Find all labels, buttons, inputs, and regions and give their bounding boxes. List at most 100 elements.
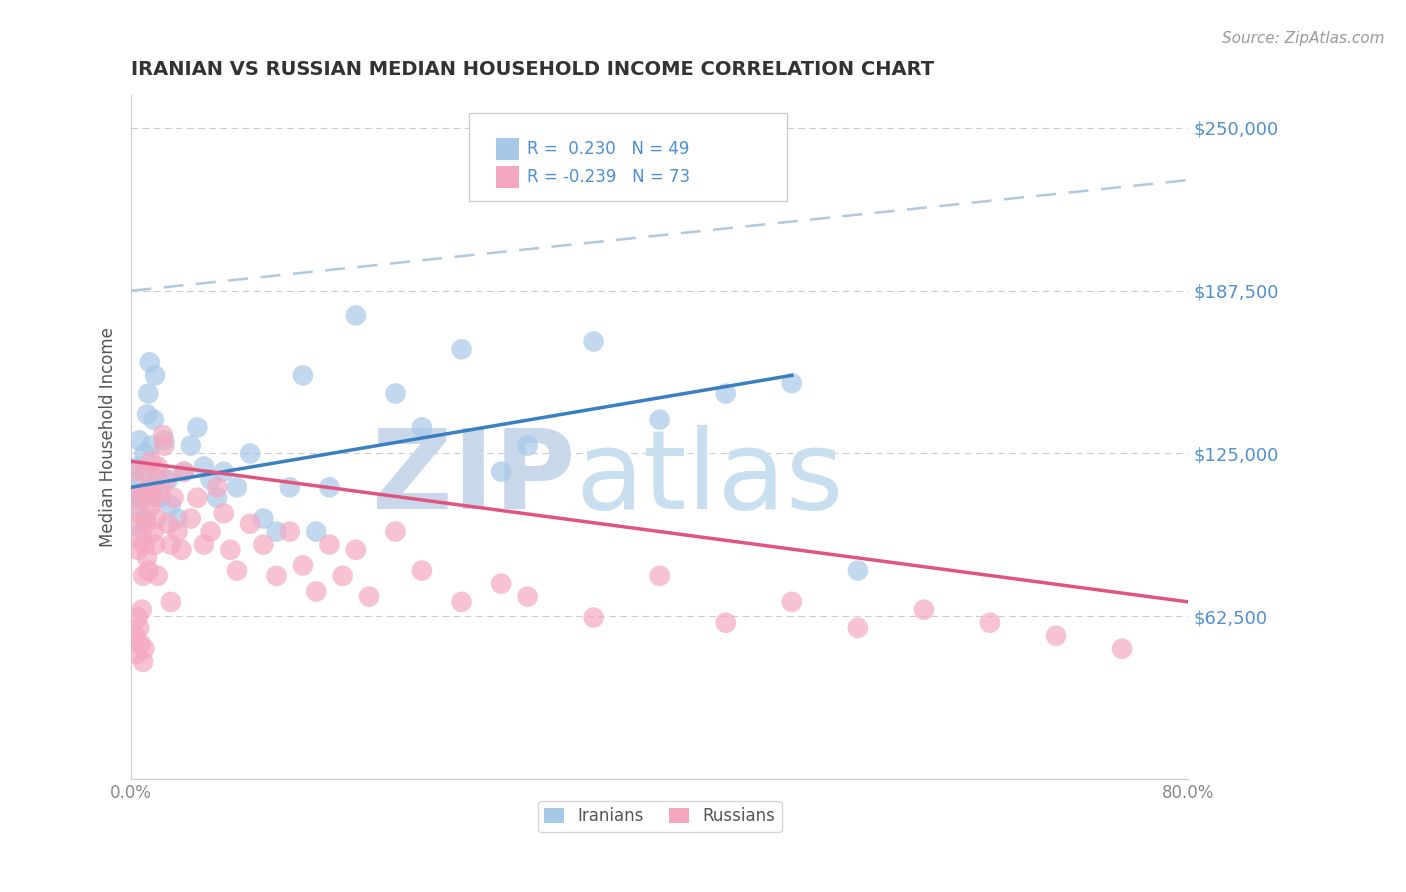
FancyBboxPatch shape	[470, 112, 786, 202]
Point	[305, 524, 328, 539]
Point	[143, 368, 166, 383]
Point	[166, 524, 188, 539]
Point	[278, 480, 301, 494]
Point	[384, 386, 406, 401]
Point	[173, 465, 195, 479]
Point	[146, 465, 169, 479]
Point	[145, 511, 167, 525]
Point	[212, 506, 235, 520]
Text: IRANIAN VS RUSSIAN MEDIAN HOUSEHOLD INCOME CORRELATION CHART: IRANIAN VS RUSSIAN MEDIAN HOUSEHOLD INCO…	[131, 60, 935, 78]
Point	[239, 516, 262, 531]
Point	[266, 569, 288, 583]
Point	[219, 542, 242, 557]
Legend: Iranians, Russians: Iranians, Russians	[537, 801, 782, 832]
Point	[157, 516, 180, 531]
Point	[912, 602, 935, 616]
Point	[266, 524, 288, 539]
Point	[278, 524, 301, 539]
Point	[450, 343, 472, 357]
Point	[252, 538, 274, 552]
Point	[332, 569, 354, 583]
Point	[122, 491, 145, 505]
Point	[205, 480, 228, 494]
Point	[129, 533, 152, 547]
Point	[149, 491, 172, 505]
Point	[139, 355, 162, 369]
Point	[139, 480, 162, 494]
Point	[127, 459, 149, 474]
Text: R =  0.230   N = 49: R = 0.230 N = 49	[526, 140, 689, 159]
Point	[1111, 641, 1133, 656]
Point	[136, 408, 159, 422]
Point	[139, 454, 162, 468]
Point	[129, 491, 152, 505]
Point	[124, 465, 146, 479]
Point	[153, 434, 176, 448]
Point	[305, 584, 328, 599]
Point	[1045, 629, 1067, 643]
Point	[193, 459, 215, 474]
Point	[152, 428, 174, 442]
Point	[128, 621, 150, 635]
Text: R = -0.239   N = 73: R = -0.239 N = 73	[526, 168, 690, 186]
Point	[125, 516, 148, 531]
Point	[318, 538, 340, 552]
Point	[516, 439, 538, 453]
Point	[124, 473, 146, 487]
Point	[143, 538, 166, 552]
Point	[411, 420, 433, 434]
Point	[160, 538, 183, 552]
Point	[714, 386, 737, 401]
Point	[132, 569, 155, 583]
Point	[780, 376, 803, 391]
Point	[135, 516, 157, 531]
Point	[239, 446, 262, 460]
Point	[134, 446, 156, 460]
Text: ZIP: ZIP	[371, 425, 575, 532]
Point	[582, 334, 605, 349]
Point	[714, 615, 737, 630]
Point	[173, 465, 195, 479]
Point	[162, 491, 184, 505]
Point	[160, 595, 183, 609]
Point	[357, 590, 380, 604]
Point	[134, 641, 156, 656]
Point	[125, 647, 148, 661]
Point	[186, 491, 208, 505]
Point	[127, 542, 149, 557]
Point	[292, 368, 315, 383]
Text: atlas: atlas	[575, 425, 844, 532]
Point	[450, 595, 472, 609]
Point	[131, 485, 153, 500]
Point	[846, 564, 869, 578]
Point	[180, 439, 202, 453]
Point	[146, 569, 169, 583]
Point	[205, 491, 228, 505]
Point	[136, 465, 159, 479]
Point	[516, 590, 538, 604]
Point	[139, 499, 162, 513]
Point	[252, 511, 274, 525]
Point	[134, 538, 156, 552]
Point	[131, 602, 153, 616]
Point	[318, 480, 340, 494]
Point	[127, 610, 149, 624]
Point	[153, 439, 176, 453]
Point	[186, 420, 208, 434]
Point	[135, 511, 157, 525]
Text: Source: ZipAtlas.com: Source: ZipAtlas.com	[1222, 31, 1385, 46]
Point	[122, 485, 145, 500]
Point	[141, 480, 163, 494]
Point	[125, 499, 148, 513]
Point	[138, 386, 160, 401]
Y-axis label: Median Household Income: Median Household Income	[100, 327, 117, 547]
Point	[139, 439, 162, 453]
Point	[131, 524, 153, 539]
Point	[780, 595, 803, 609]
Point	[226, 480, 249, 494]
Point	[132, 465, 155, 479]
Point	[155, 473, 177, 487]
Point	[132, 655, 155, 669]
Point	[146, 459, 169, 474]
Point	[166, 511, 188, 525]
